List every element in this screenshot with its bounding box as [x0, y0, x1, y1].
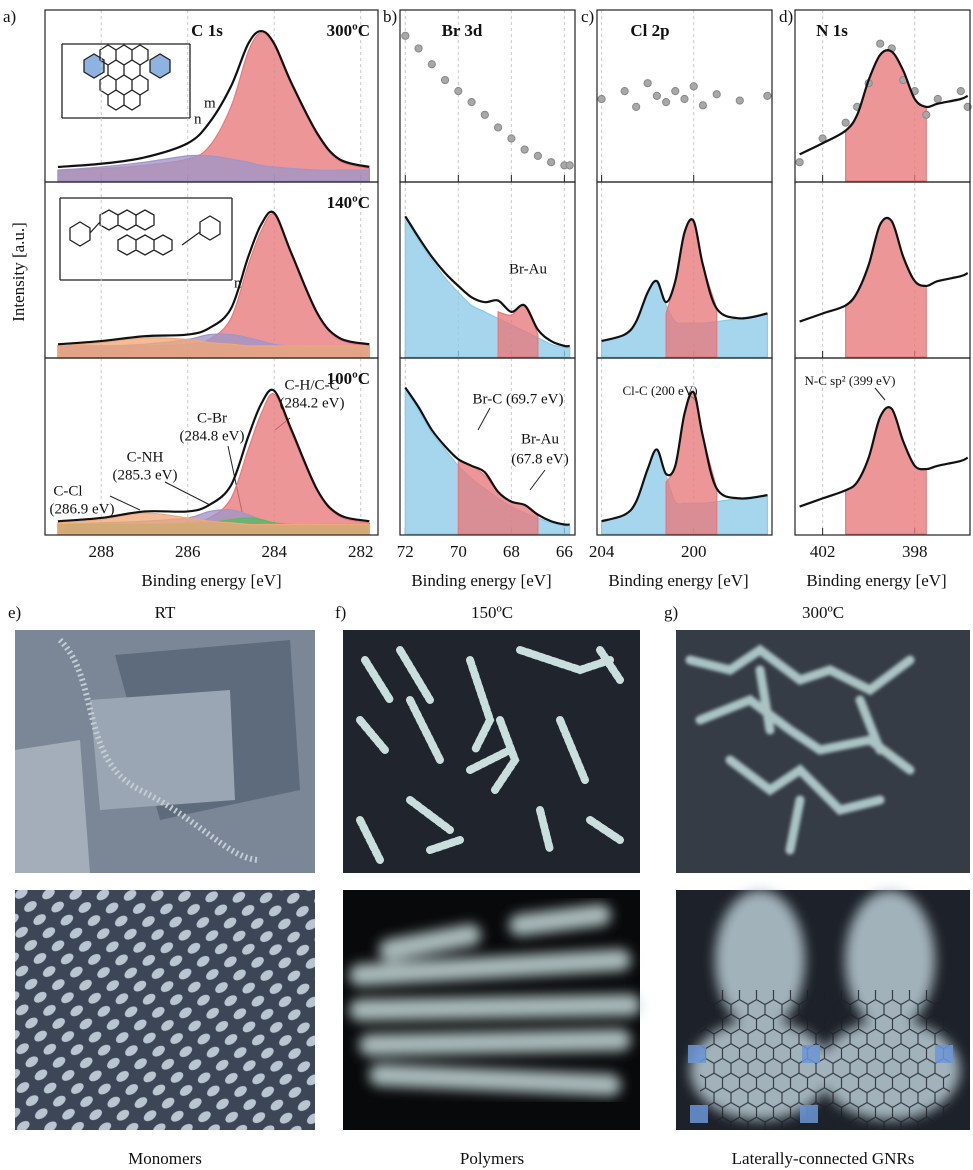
y-axis-label: Intensity [a.u.] — [9, 222, 28, 322]
image-caption: Monomers — [128, 1149, 202, 1168]
data-point — [764, 92, 771, 99]
annotation: (286.9 eV) — [50, 501, 115, 517]
panel-label: b) — [383, 7, 397, 26]
annotation: (284.8 eV) — [180, 428, 245, 444]
data-point — [566, 162, 573, 169]
image-title: 150ºC — [471, 603, 513, 622]
x-tick-label: 288 — [88, 542, 114, 561]
data-point — [508, 135, 515, 142]
data-point — [653, 92, 660, 99]
annotation: Cl-C (200 eV) — [622, 383, 697, 398]
annotation: (285.3 eV) — [113, 467, 178, 483]
data-point — [672, 88, 679, 95]
data-point — [495, 124, 502, 131]
peak-area — [498, 305, 538, 357]
data-point — [521, 146, 528, 153]
x-tick-label: 286 — [175, 542, 201, 561]
data-point — [534, 152, 541, 159]
peak-area — [458, 459, 538, 534]
image-title: RT — [155, 603, 176, 622]
x-tick-label: 70 — [450, 542, 467, 561]
plot-frame — [400, 10, 575, 182]
x-tick-label: 204 — [589, 542, 615, 561]
inset-label: m — [204, 95, 216, 111]
annotation: C-Br — [197, 410, 227, 426]
data-point — [633, 103, 640, 110]
data-point — [713, 91, 720, 98]
data-point — [842, 119, 849, 126]
data-point — [415, 45, 422, 52]
image-title: 300ºC — [802, 603, 844, 622]
annotation: Br-C (69.7 eV) — [473, 391, 564, 407]
image-panel-label: g) — [664, 603, 678, 622]
image-panel-label: e) — [8, 603, 21, 622]
peak-area — [846, 218, 927, 357]
x-axis-label: Binding energy [eV] — [141, 571, 281, 590]
data-point — [681, 95, 688, 102]
panel-title: Br 3d — [442, 21, 483, 40]
x-tick-label: 402 — [810, 542, 836, 561]
x-tick-label: 66 — [556, 542, 573, 561]
temperature-label: 140ºC — [327, 193, 370, 212]
data-point — [548, 159, 555, 166]
panel-label: c) — [581, 7, 594, 26]
data-point — [441, 76, 448, 83]
x-tick-label: 200 — [681, 542, 707, 561]
x-tick-label: 284 — [261, 542, 287, 561]
stm-images — [15, 630, 970, 1130]
data-point — [481, 111, 488, 118]
x-axis-label: Binding energy [eV] — [608, 571, 748, 590]
x-axis-label: Binding energy [eV] — [411, 571, 551, 590]
annotation: C-NH — [127, 449, 164, 465]
data-point — [455, 88, 462, 95]
annotation: (67.8 eV) — [511, 451, 568, 467]
panel-title: C 1s — [191, 21, 223, 40]
data-point — [402, 32, 409, 39]
annotation: (284.2 eV) — [280, 395, 345, 411]
panel-title: Cl 2p — [630, 21, 669, 40]
data-point — [923, 111, 930, 118]
x-tick-label: 282 — [348, 542, 374, 561]
data-point — [699, 102, 706, 109]
x-axis-label: Binding energy [eV] — [806, 571, 946, 590]
data-point — [934, 95, 941, 102]
data-point — [468, 99, 475, 106]
data-point — [598, 95, 605, 102]
annotation: C-H/C-C — [284, 377, 339, 393]
figure: m n n e) RT Monomers f) 150ºC Polymers g… — [0, 0, 973, 1170]
data-point — [877, 40, 884, 47]
temperature-label: 300ºC — [327, 21, 370, 40]
image-caption: Laterally-connected GNRs — [732, 1149, 915, 1168]
data-point — [621, 88, 628, 95]
panel-title: N 1s — [816, 21, 848, 40]
data-point — [796, 159, 803, 166]
x-tick-label: 72 — [397, 542, 414, 561]
peak-area — [846, 407, 927, 534]
panel-label: d) — [779, 7, 793, 26]
panel-label: a) — [3, 7, 16, 26]
inset-label: n — [194, 111, 202, 127]
data-point — [644, 80, 651, 87]
data-point — [690, 83, 697, 90]
x-tick-label: 68 — [503, 542, 520, 561]
data-point — [736, 97, 743, 104]
annotation: Br-Au — [509, 261, 548, 277]
x-tick-label: 398 — [902, 542, 928, 561]
annotation: C-Cl — [53, 483, 82, 499]
annotation: Br-Au — [521, 431, 560, 447]
image-caption: Polymers — [460, 1149, 524, 1168]
data-point — [662, 99, 669, 106]
data-point — [428, 61, 435, 68]
data-point — [957, 88, 964, 95]
image-panel-label: f) — [335, 603, 346, 622]
annotation: N-C sp² (399 eV) — [805, 373, 896, 388]
